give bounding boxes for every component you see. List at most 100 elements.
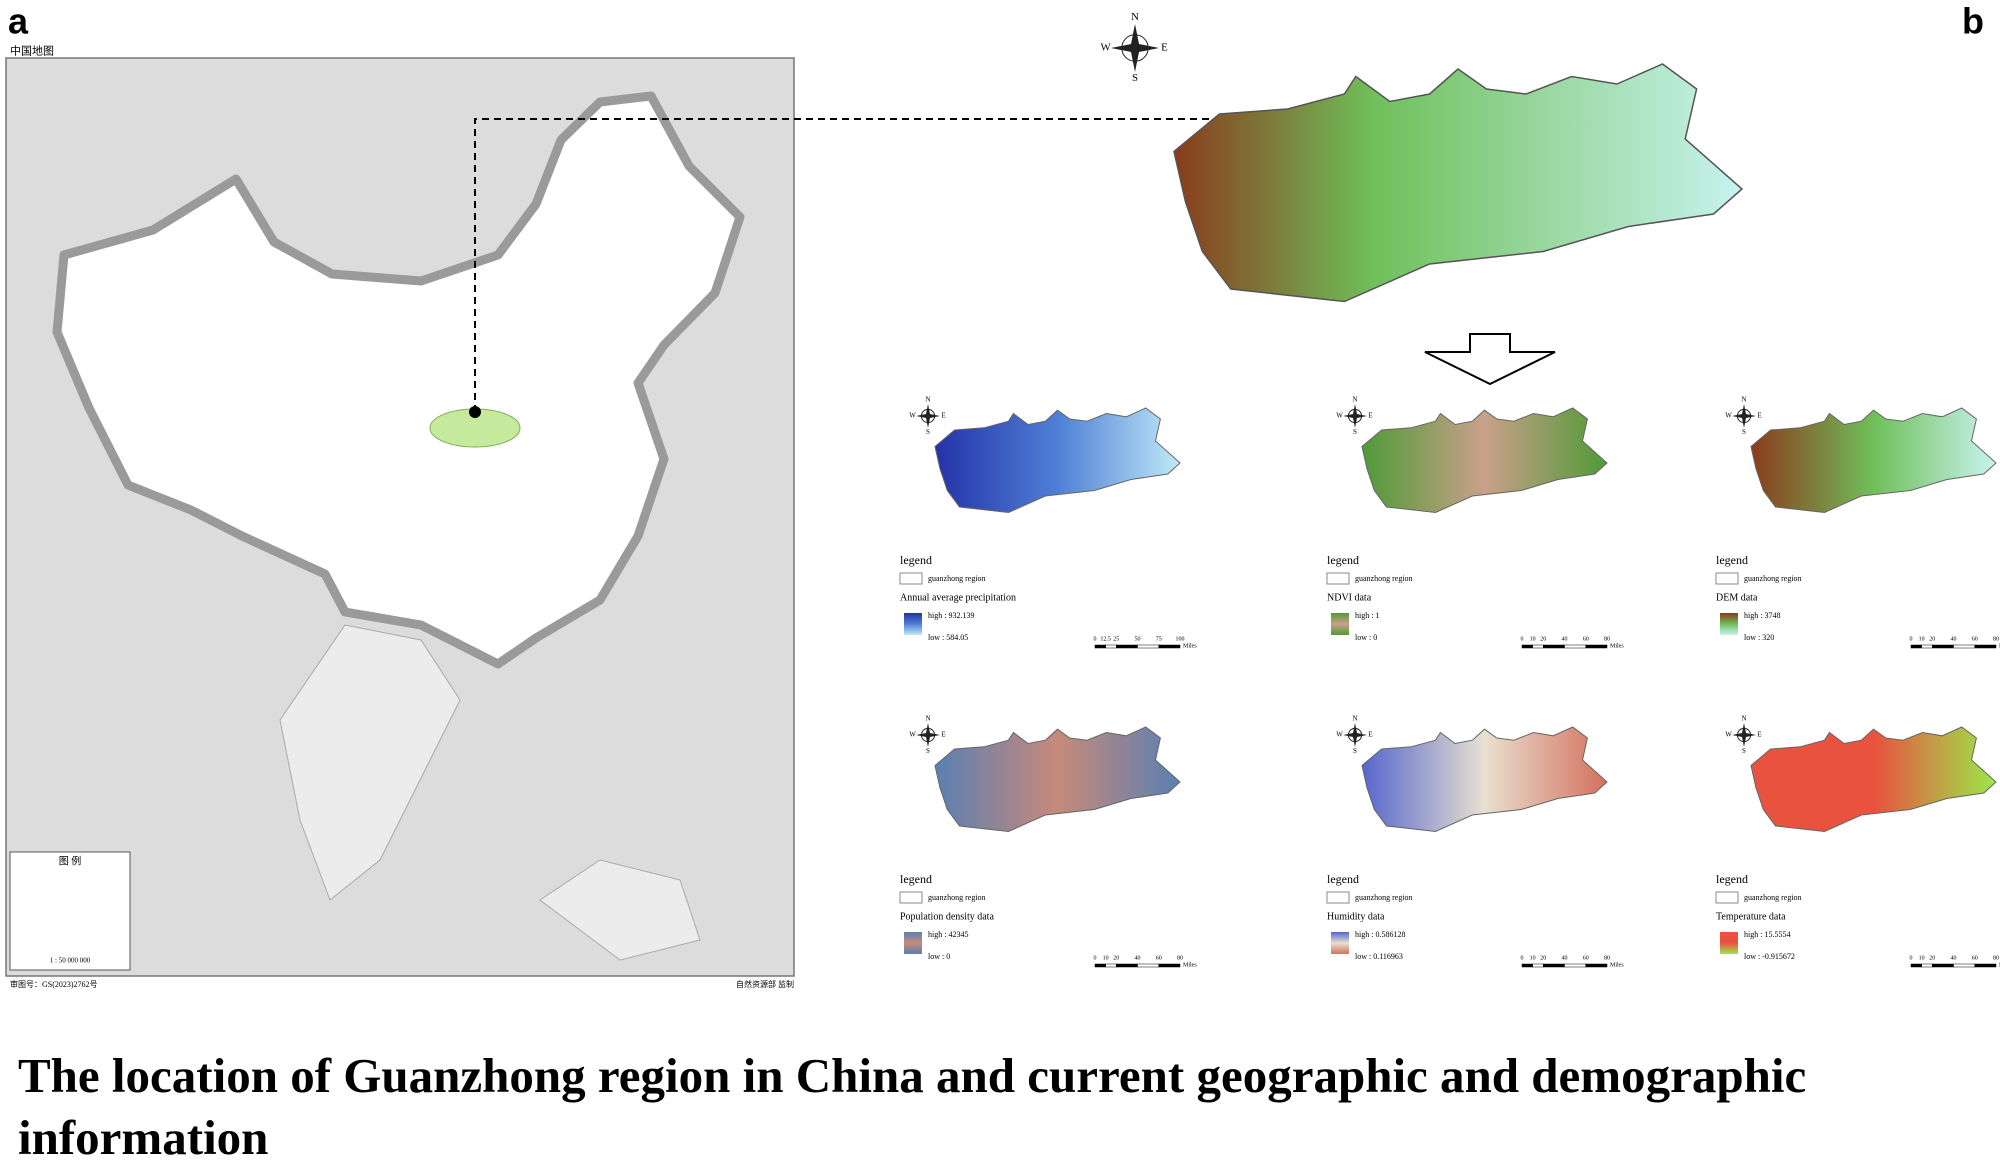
scale-segment xyxy=(1116,644,1138,649)
thematic-map xyxy=(1750,726,1997,833)
guanzhong-map xyxy=(1173,63,1744,303)
scale-segment xyxy=(1543,963,1565,968)
scale-label: 0 xyxy=(1094,955,1097,961)
scale-label: 20 xyxy=(1113,955,1119,961)
footer-text: 自然资源部 监制 xyxy=(736,979,794,989)
scale-label: 0 xyxy=(1910,636,1913,642)
thematic-map xyxy=(1361,726,1608,833)
scale-label: 50 xyxy=(1135,636,1141,642)
scale-segment xyxy=(1585,963,1608,968)
legend-region: guanzhong region xyxy=(1744,893,1802,902)
compass: N S W E xyxy=(1725,714,1761,754)
compass-rose xyxy=(916,732,940,738)
color-ramp xyxy=(1331,613,1349,635)
figure-art: a b 中国地图 图 例 1 : 50 000 000 审图号：GS(2023)… xyxy=(5,1,2000,989)
compass-label: N xyxy=(925,395,930,403)
thematic-map xyxy=(1361,407,1608,514)
scale-unit: Miles xyxy=(1610,962,1624,968)
map-title: Population density data xyxy=(900,911,994,922)
legend-heading: legend xyxy=(900,872,932,886)
scale-label: 40 xyxy=(1135,955,1141,961)
compass-label: N xyxy=(1741,395,1746,403)
compass-label: N xyxy=(1741,714,1746,722)
compass: N S W E xyxy=(909,395,945,435)
panel-label: a xyxy=(8,1,29,42)
compass-label: W xyxy=(909,731,916,739)
scale-label: 0 xyxy=(1521,955,1524,961)
scale-unit: Miles xyxy=(1610,643,1624,649)
compass-label: W xyxy=(1100,41,1111,53)
compass-rose xyxy=(1343,413,1367,419)
scale-segment xyxy=(1521,644,1533,649)
compass-label: N xyxy=(925,714,930,722)
scale-segment xyxy=(1094,644,1106,649)
scale-segment xyxy=(1910,644,1922,649)
legend-swatch xyxy=(899,572,923,585)
compass-label: W xyxy=(1725,412,1732,420)
scale-label: 80 xyxy=(1604,636,1610,642)
scale-label: 10 xyxy=(1919,636,1925,642)
scale-label: 40 xyxy=(1951,636,1957,642)
ramp-high: high : 1 xyxy=(1355,611,1379,620)
compass-label: E xyxy=(1368,731,1372,739)
scale-label: 0 xyxy=(1094,636,1097,642)
scale-label: 20 xyxy=(1929,955,1935,961)
scale-segment xyxy=(1137,963,1159,968)
compass-label: S xyxy=(1742,747,1746,755)
scale-segment xyxy=(1910,963,1922,968)
scale-segment xyxy=(1158,644,1181,649)
compass-ring xyxy=(1121,34,1149,62)
legend-heading: legend xyxy=(900,553,932,567)
scale-label: 60 xyxy=(1583,955,1589,961)
scale-segment xyxy=(1932,963,1954,968)
legend-region: guanzhong region xyxy=(928,893,986,902)
ramp-low: low : 0.116963 xyxy=(1355,952,1403,961)
caption: The location of Guanzhong region in Chin… xyxy=(18,1048,1807,1165)
compass-ring xyxy=(1347,727,1363,743)
scale-segment xyxy=(1564,963,1586,968)
compass-rose xyxy=(1343,732,1367,738)
leader-line xyxy=(474,118,1342,412)
compass-label: W xyxy=(1725,731,1732,739)
scale-label: 10 xyxy=(1530,955,1536,961)
map-title: NDVI data xyxy=(1327,592,1372,603)
ramp-low: low : 320 xyxy=(1744,633,1774,642)
scale-segment xyxy=(1953,963,1975,968)
scale-label: 60 xyxy=(1972,636,1978,642)
compass-label: S xyxy=(1353,428,1357,436)
compass-label: E xyxy=(941,731,945,739)
legend-region: guanzhong region xyxy=(1355,893,1413,902)
compass-label: N xyxy=(1352,395,1357,403)
compass-label: E xyxy=(1757,412,1761,420)
scale-segment xyxy=(1116,963,1138,968)
compass-label: S xyxy=(1742,428,1746,436)
compass-label: S xyxy=(1353,747,1357,755)
footer-text: 审图号：GS(2023)2762号 xyxy=(10,979,98,989)
ramp-low: low : 0 xyxy=(1355,633,1377,642)
ramp-high: high : 15.5554 xyxy=(1744,930,1790,939)
scale-label: 80 xyxy=(1177,955,1183,961)
compass-label: W xyxy=(909,412,916,420)
legend-heading: legend xyxy=(1327,872,1359,886)
compass-ring xyxy=(920,408,936,424)
legend-title: 图 例 xyxy=(59,854,82,867)
compass-label: W xyxy=(1336,412,1343,420)
leader-dot xyxy=(469,406,481,418)
scale-label: 80 xyxy=(1993,636,1999,642)
compass-label: E xyxy=(1368,412,1372,420)
down-arrow xyxy=(1424,333,1556,386)
compass-ring xyxy=(920,727,936,743)
ramp-high: high : 3748 xyxy=(1744,611,1780,620)
neighbor-land xyxy=(539,859,701,961)
compass-label: E xyxy=(941,412,945,420)
scale-label: 75 xyxy=(1156,636,1162,642)
scale-segment xyxy=(1532,963,1544,968)
compass-rose xyxy=(916,413,940,419)
scale-label: 10 xyxy=(1530,636,1536,642)
scale-segment xyxy=(1105,963,1117,968)
ramp-low: low : -0.915672 xyxy=(1744,952,1795,961)
compass-rose xyxy=(1732,732,1756,738)
scale-segment xyxy=(1543,644,1565,649)
scale-label: 60 xyxy=(1583,636,1589,642)
